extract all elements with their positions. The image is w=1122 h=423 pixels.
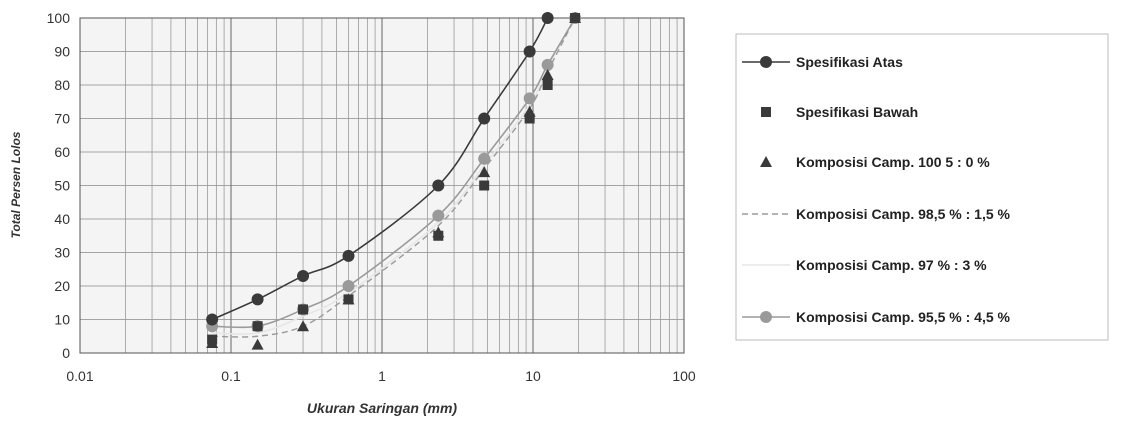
data-point xyxy=(251,338,264,350)
series xyxy=(206,12,582,350)
data-point xyxy=(342,249,355,262)
y-tick-label: 50 xyxy=(54,178,70,194)
data-point xyxy=(251,293,264,306)
data-point xyxy=(433,230,444,241)
data-point xyxy=(541,68,554,80)
legend-entries: Spesifikasi Atas Spesifikasi Bawah Komposi… xyxy=(742,54,1011,325)
data-point xyxy=(523,92,536,105)
legend-marker-swatch xyxy=(760,311,772,323)
x-tick-label: 10 xyxy=(525,368,541,384)
data-point xyxy=(206,313,219,326)
y-tick-label: 30 xyxy=(54,245,70,261)
y-tick-label: 0 xyxy=(62,345,70,361)
data-point xyxy=(207,334,218,345)
x-tick-label: 0.01 xyxy=(66,368,93,384)
legend-marker-swatch xyxy=(760,156,772,167)
legend-label: Spesifikasi Bawah xyxy=(796,104,918,120)
data-point xyxy=(478,112,491,125)
y-tick-label: 80 xyxy=(54,77,70,93)
series-line xyxy=(211,17,549,321)
legend-label: Komposisi Camp. 95,5 % : 4,5 % xyxy=(796,309,1011,325)
legend-entry-6: Komposisi Camp. 95,5 % : 4,5 % xyxy=(742,309,1011,325)
series-line xyxy=(212,17,576,335)
x-tick-label: 1 xyxy=(378,368,386,384)
series-5 xyxy=(212,17,576,335)
x-tick-label: 100 xyxy=(672,368,696,384)
data-point xyxy=(342,280,355,292)
x-axis-title: Ukuran Saringan (mm) xyxy=(307,400,457,416)
y-tick-label: 100 xyxy=(47,10,71,26)
legend: Spesifikasi Atas Spesifikasi Bawah Komposi… xyxy=(735,33,1109,341)
data-point xyxy=(432,209,445,222)
legend-label: Komposisi Camp. 100 5 : 0 % xyxy=(796,154,990,170)
data-point xyxy=(541,12,554,24)
data-point xyxy=(542,80,553,90)
series-1 xyxy=(206,12,554,326)
data-point xyxy=(432,179,445,192)
series-line xyxy=(212,17,576,338)
legend-label: Spesifikasi Atas xyxy=(796,54,903,70)
legend-label: Komposisi Camp. 98,5 % : 1,5 % xyxy=(796,206,1011,222)
legend-entry-5: Komposisi Camp. 97 % : 3 % xyxy=(742,257,987,273)
y-tick-label: 40 xyxy=(54,211,70,227)
data-point xyxy=(298,304,309,315)
data-point xyxy=(343,294,354,305)
data-point xyxy=(478,166,491,178)
legend-entry-3: Komposisi Camp. 100 5 : 0 % xyxy=(760,154,990,170)
data-point xyxy=(541,58,554,71)
tick-labels: 0 10 20 30 40 50 60 70 80 90 100 0.01 0.1 1 10 100 xyxy=(47,10,696,384)
legend-entry-4: Komposisi Camp. 98,5 % : 1,5 % xyxy=(742,206,1011,222)
y-axis-title: Total Persen Lolos xyxy=(9,131,23,238)
x-tick-label: 0.1 xyxy=(221,368,241,384)
legend-entry-2: Spesifikasi Bawah xyxy=(761,104,918,120)
legend-marker-swatch xyxy=(760,56,772,68)
legend-label: Komposisi Camp. 97 % : 3 % xyxy=(796,257,987,273)
data-point xyxy=(297,269,310,282)
data-point xyxy=(478,152,491,165)
y-tick-label: 10 xyxy=(54,312,70,328)
data-point xyxy=(523,45,536,58)
data-point xyxy=(252,321,263,332)
series-2 xyxy=(207,13,581,345)
plot-frame xyxy=(79,17,685,354)
data-point xyxy=(524,113,535,124)
data-point xyxy=(479,180,490,191)
y-tick-label: 20 xyxy=(54,278,70,294)
series-4 xyxy=(212,17,576,338)
y-tick-label: 90 xyxy=(54,44,70,60)
legend-box xyxy=(735,33,1109,341)
data-point xyxy=(570,13,581,23)
y-tick-label: 60 xyxy=(54,144,70,160)
y-tick-label: 70 xyxy=(54,111,70,127)
legend-entry-1: Spesifikasi Atas xyxy=(742,54,903,70)
legend-marker-swatch xyxy=(761,107,771,117)
axes xyxy=(79,17,685,354)
data-point xyxy=(297,320,310,332)
